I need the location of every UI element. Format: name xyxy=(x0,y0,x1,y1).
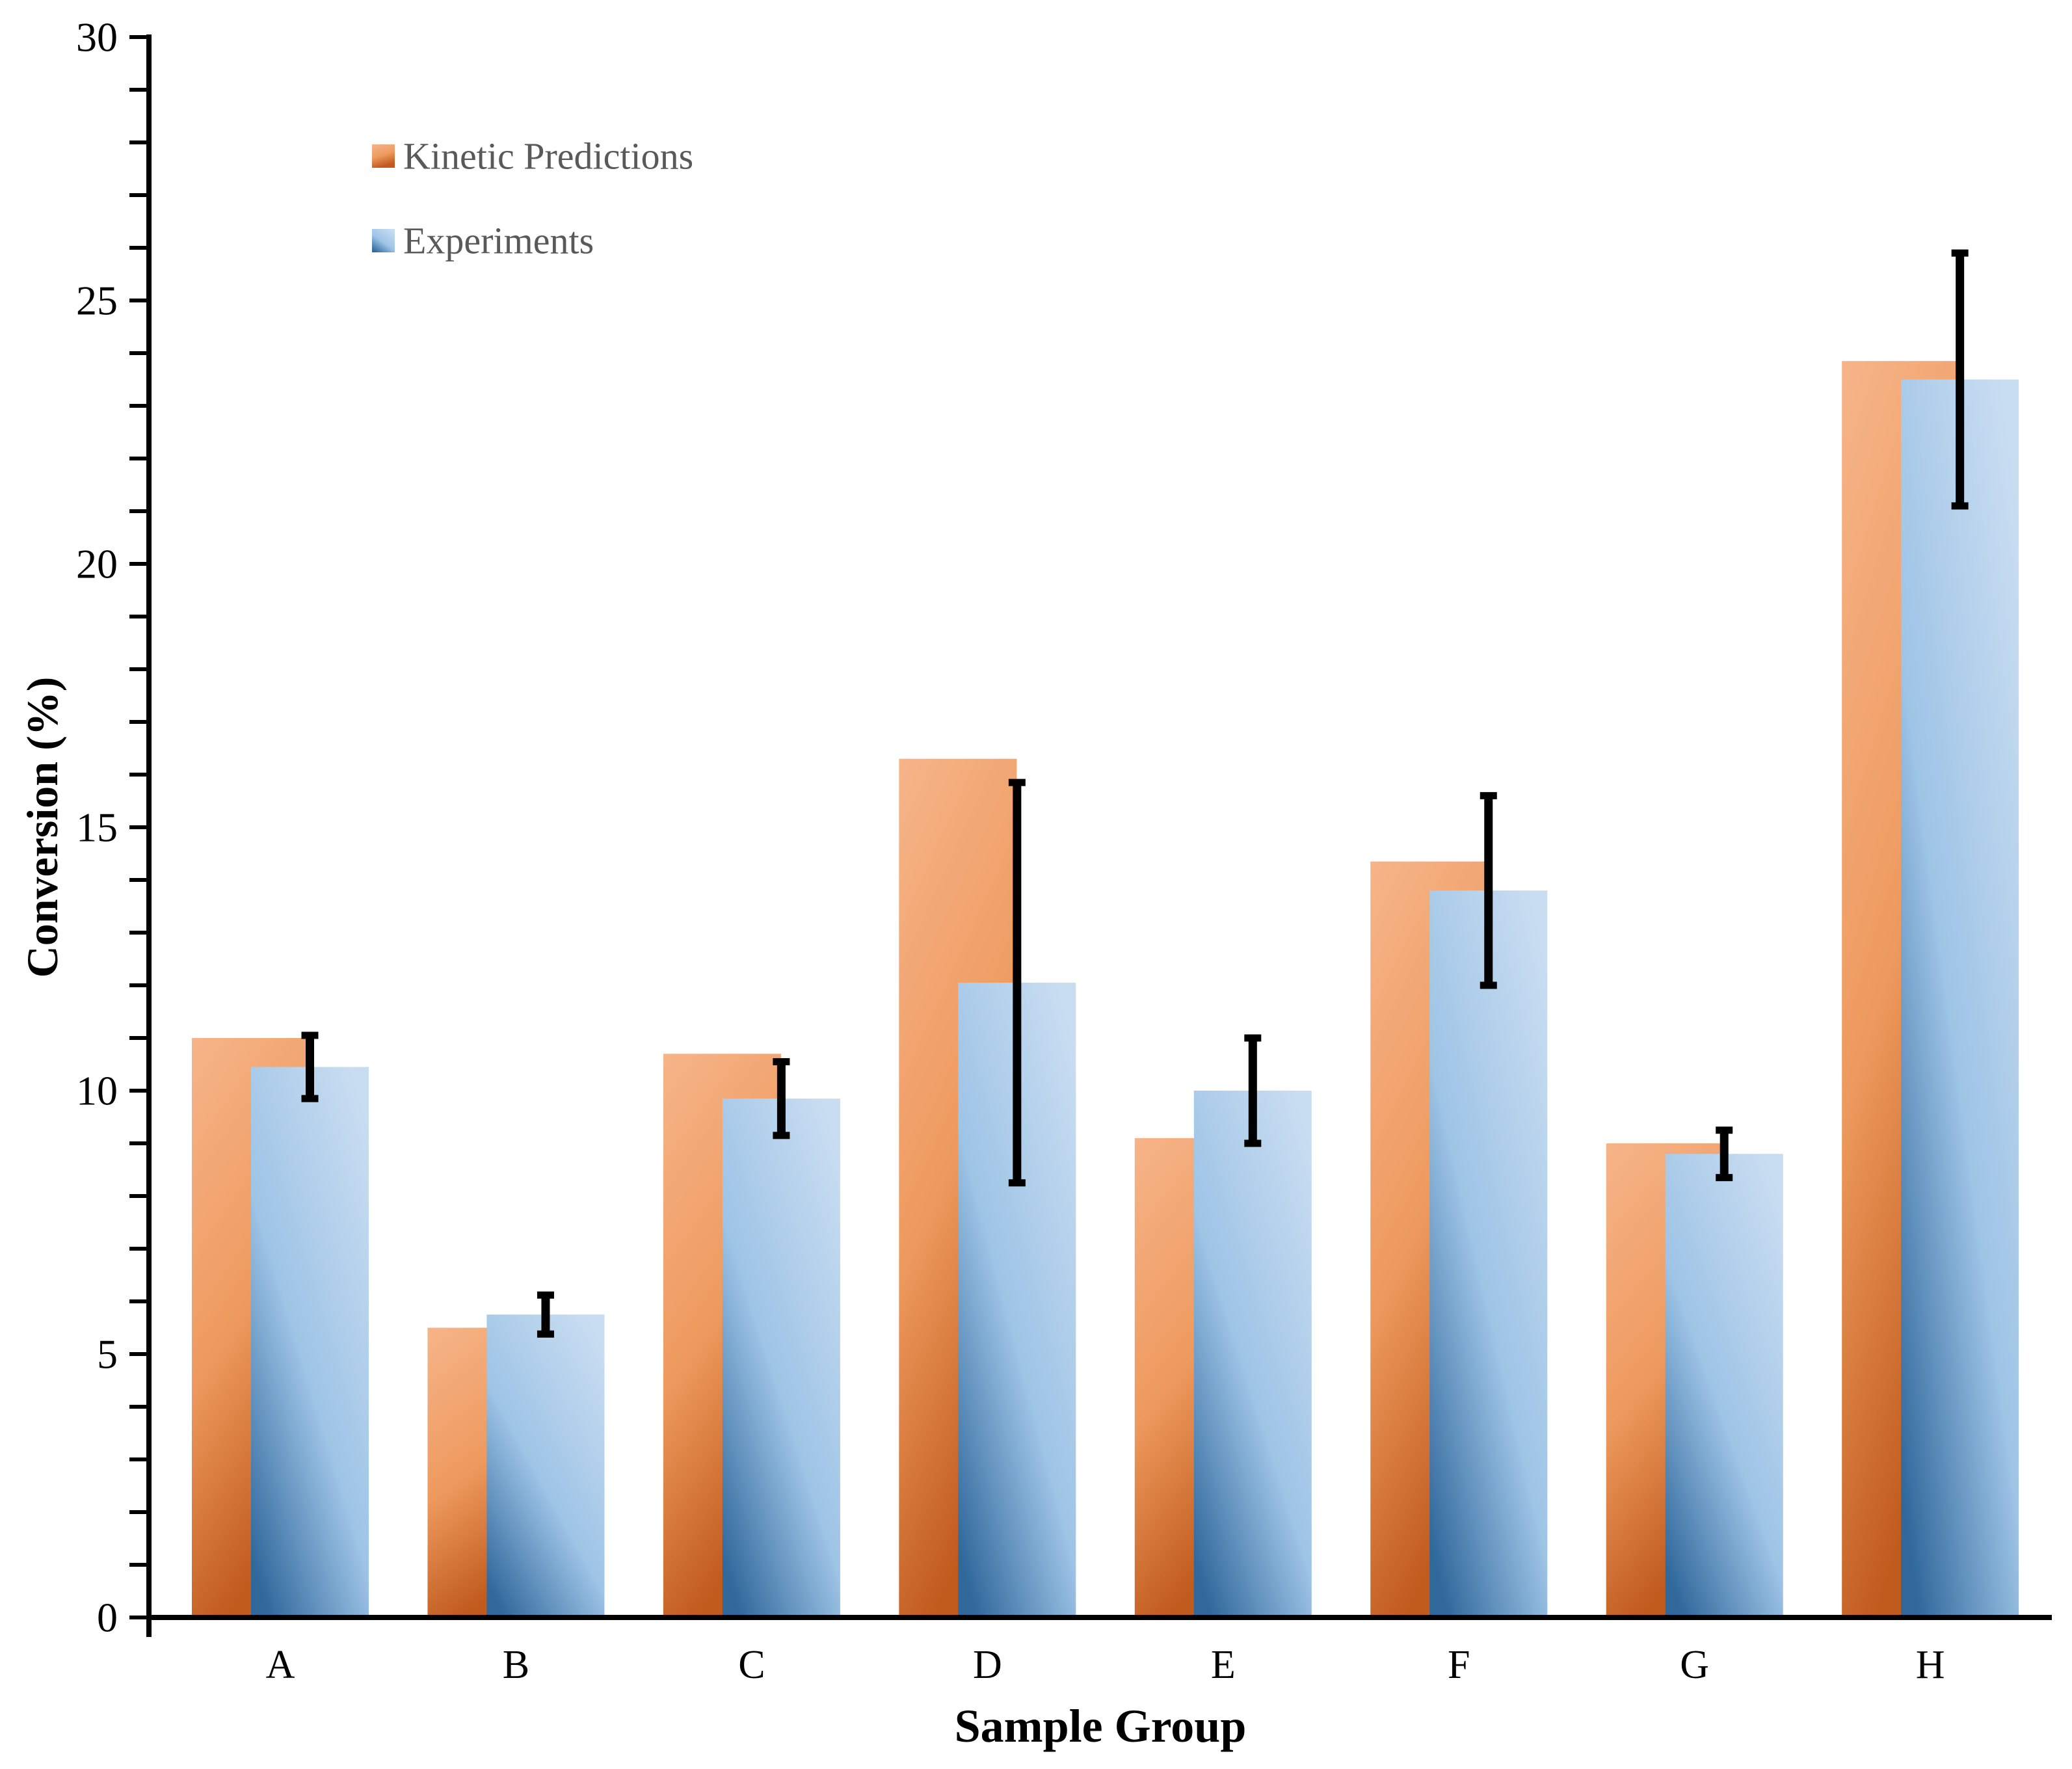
bar-experiments-E xyxy=(1193,1091,1312,1617)
error-bar-bottom-cap-C xyxy=(773,1132,790,1139)
legend-swatch-kinetic-predictions xyxy=(372,144,395,168)
labels-layer: 0 5 10 15 20 25 30 A B C D E F G H xyxy=(76,14,1945,1688)
bar-experiments-B xyxy=(486,1314,605,1617)
y-tick-label-0: 0 xyxy=(97,1595,118,1641)
bars-layer xyxy=(192,361,2019,1617)
x-axis-label-B: B xyxy=(503,1643,529,1687)
error-bar-top-cap-A xyxy=(301,1031,319,1039)
bar-experiments-H xyxy=(1901,379,2019,1617)
error-bar-bottom-cap-D xyxy=(1008,1179,1026,1187)
x-axis-label-E: E xyxy=(1211,1643,1236,1687)
error-bar-bottom-cap-G xyxy=(1716,1174,1733,1182)
y-tick-label-30: 30 xyxy=(76,14,118,60)
y-tick-label-25: 25 xyxy=(76,278,118,324)
error-bar-top-cap-B xyxy=(537,1291,554,1299)
legend-swatch-experiments xyxy=(372,229,395,252)
ticks-layer xyxy=(129,35,149,1619)
error-bar-bottom-cap-A xyxy=(301,1095,319,1102)
error-bar-bottom-cap-B xyxy=(537,1330,554,1338)
error-bar-bottom-cap-H xyxy=(1951,502,1969,510)
x-axis-label-C: C xyxy=(738,1643,765,1687)
error-bar-top-cap-D xyxy=(1008,778,1026,786)
bar-experiments-G xyxy=(1665,1154,1783,1617)
x-axis-label-D: D xyxy=(973,1643,1002,1687)
legend-label-kinetic-predictions: Kinetic Predictions xyxy=(403,135,693,178)
error-bar-top-cap-G xyxy=(1716,1126,1733,1134)
error-bar-top-cap-E xyxy=(1244,1034,1262,1042)
x-axis-label-H: H xyxy=(1916,1643,1945,1687)
error-bar-top-cap-F xyxy=(1480,791,1497,799)
error-bar-bottom-cap-F xyxy=(1480,981,1497,989)
error-bar-top-cap-C xyxy=(773,1057,790,1065)
x-axis-label-F: F xyxy=(1448,1643,1470,1687)
x-axis-title: Sample Group xyxy=(955,1700,1247,1752)
y-tick-label-15: 15 xyxy=(76,805,118,851)
bar-experiments-A xyxy=(251,1067,369,1617)
x-axis-label-G: G xyxy=(1680,1643,1709,1687)
y-axis-title: Conversion (%) xyxy=(18,677,67,978)
legend-label-experiments: Experiments xyxy=(403,220,594,262)
error-bar-bottom-cap-E xyxy=(1244,1139,1262,1147)
error-bars-layer xyxy=(301,249,1969,1338)
x-axis-label-A: A xyxy=(266,1643,295,1687)
y-tick-label-20: 20 xyxy=(76,541,118,587)
y-tick-label-5: 5 xyxy=(97,1331,118,1377)
bar-experiments-F xyxy=(1429,890,1548,1617)
bar-experiments-C xyxy=(722,1098,840,1617)
error-bar-top-cap-H xyxy=(1951,249,1969,257)
legend: Kinetic Predictions Experiments xyxy=(372,135,693,262)
y-tick-label-10: 10 xyxy=(76,1068,118,1114)
